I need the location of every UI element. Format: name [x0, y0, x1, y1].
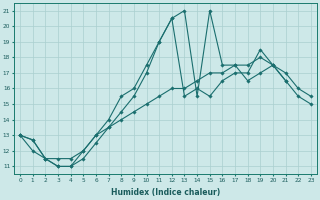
X-axis label: Humidex (Indice chaleur): Humidex (Indice chaleur): [111, 188, 220, 197]
